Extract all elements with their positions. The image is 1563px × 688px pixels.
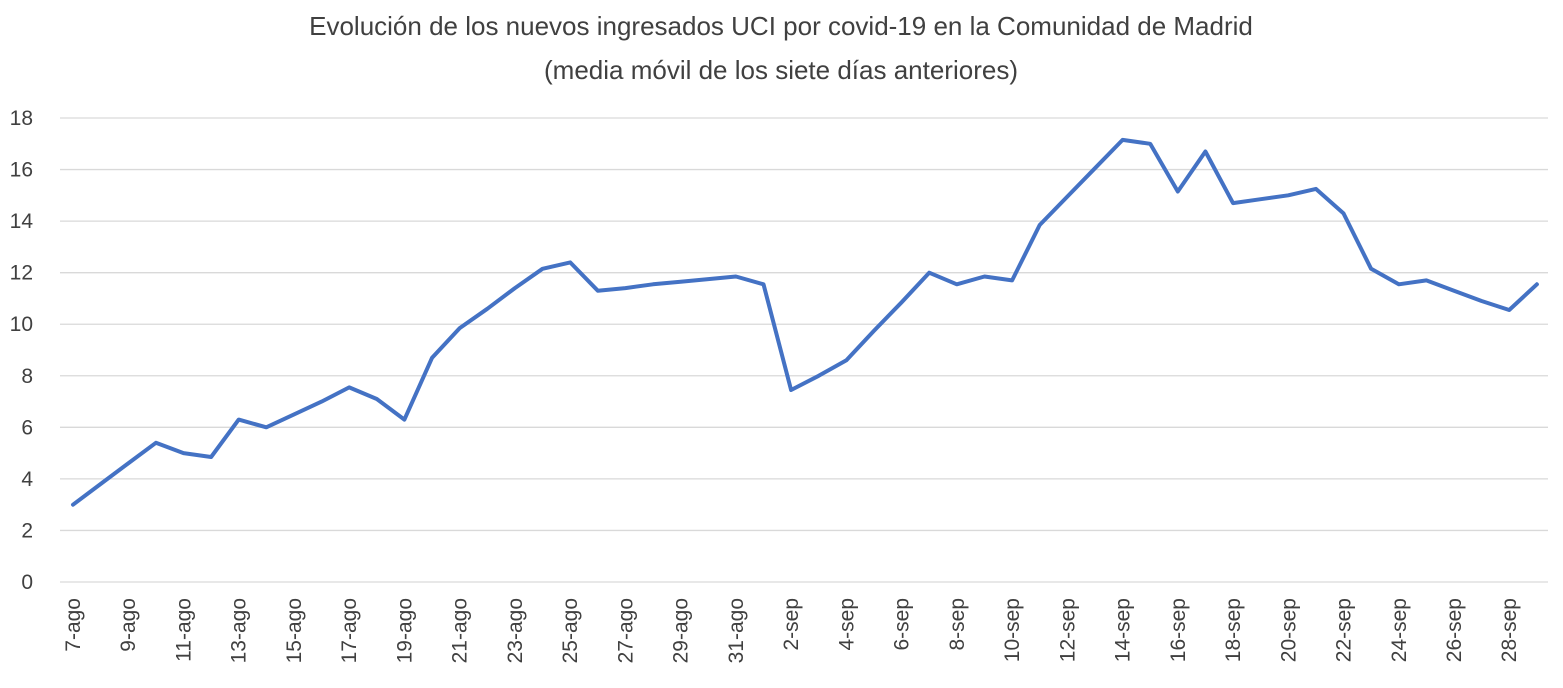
x-tick-label: 28-sep (1498, 598, 1521, 662)
x-tick-label: 8-sep (946, 598, 969, 651)
x-tick-label: 16-sep (1167, 598, 1190, 662)
y-tick-label: 6 (21, 416, 33, 439)
y-tick-label: 16 (10, 159, 33, 182)
data-series (71, 137, 1539, 507)
x-tick-label: 14-sep (1112, 598, 1135, 662)
series-line-0 (71, 137, 1539, 507)
x-tick-label: 24-sep (1388, 598, 1411, 662)
x-tick-label: 7-ago (62, 598, 85, 652)
gridlines (60, 117, 1548, 583)
x-axis-tick-labels: 7-ago 9-ago 11-ago 13-ago 15-ago 17-ago 19-ago… (62, 598, 1521, 663)
y-tick-label: 14 (10, 210, 34, 233)
y-tick-label: 12 (10, 262, 33, 285)
x-tick-label: 29-ago (670, 598, 693, 663)
x-tick-label: 2-sep (780, 598, 803, 651)
x-tick-label: 18-sep (1222, 598, 1245, 662)
x-tick-label: 23-ago (504, 598, 527, 663)
y-tick-label: 8 (21, 365, 33, 388)
x-tick-label: 20-sep (1277, 598, 1300, 662)
x-tick-label: 13-ago (228, 598, 251, 663)
x-tick-label: 4-sep (835, 598, 858, 651)
x-tick-label: 27-ago (614, 598, 637, 663)
x-tick-label: 17-ago (338, 598, 361, 663)
y-tick-label: 2 (21, 519, 33, 542)
chart-title: Evolución de los nuevos ingresados UCI p… (309, 11, 1253, 41)
x-tick-label: 31-ago (725, 598, 748, 663)
y-tick-label: 18 (10, 107, 33, 130)
x-tick-label: 9-ago (117, 598, 140, 652)
y-axis-tick-labels: 0 2 4 6 8 10 12 14 16 18 (10, 107, 34, 594)
x-tick-label: 11-ago (172, 598, 195, 662)
x-tick-label: 10-sep (1001, 598, 1024, 662)
x-tick-label: 12-sep (1056, 598, 1079, 662)
y-tick-label: 0 (21, 571, 33, 594)
x-tick-label: 6-sep (891, 598, 914, 651)
x-tick-label: 15-ago (283, 598, 306, 663)
x-tick-label: 26-sep (1443, 598, 1466, 662)
x-tick-label: 22-sep (1333, 598, 1356, 662)
x-tick-label: 19-ago (393, 598, 416, 663)
y-tick-label: 10 (10, 313, 33, 336)
y-tick-label: 4 (21, 468, 33, 491)
x-tick-label: 25-ago (559, 598, 582, 663)
x-tick-label: 21-ago (449, 598, 472, 663)
chart-subtitle: (media móvil de los siete días anteriore… (544, 55, 1018, 85)
